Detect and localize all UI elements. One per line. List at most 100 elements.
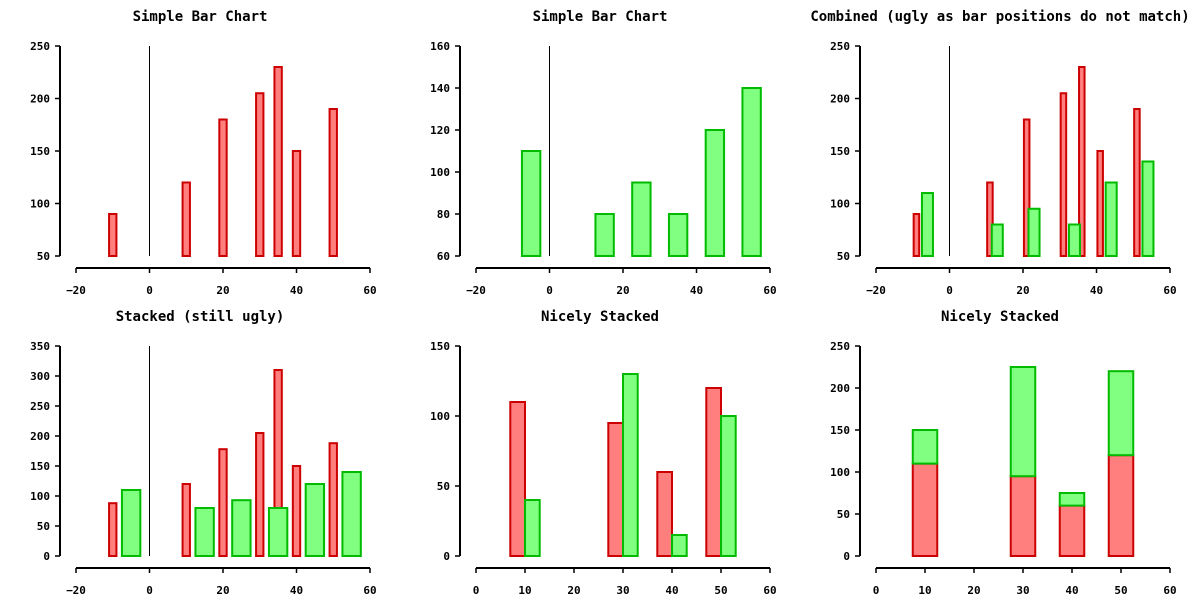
bar-green (231, 499, 252, 557)
x-tick-label: 30 (1016, 584, 1029, 597)
x-tick-label: 10 (518, 584, 531, 597)
bar-green (911, 429, 939, 465)
y-tick-label: 100 (430, 166, 450, 179)
x-tick-label: 60 (763, 284, 776, 297)
y-tick-label: 140 (430, 82, 450, 95)
bar-red (1078, 66, 1086, 257)
y-tick-label: 0 (43, 550, 50, 563)
x-tick-label: 20 (216, 584, 229, 597)
bar-red (986, 181, 994, 257)
bar-red (108, 502, 118, 557)
chart-title: Simple Bar Chart (533, 9, 668, 25)
bar-green (194, 507, 215, 557)
bar-red (912, 213, 921, 257)
chart-title: Simple Bar Chart (133, 9, 268, 25)
bar-red (509, 401, 527, 557)
bar-green (120, 489, 142, 557)
y-tick-label: 150 (30, 145, 50, 158)
x-tick-label: 40 (290, 284, 303, 297)
x-tick-label: 0 (473, 584, 480, 597)
y-tick-label: 60 (437, 250, 450, 263)
bar-green (720, 415, 737, 557)
chart-title: Nicely Stacked (541, 309, 659, 325)
bar-red (328, 442, 338, 557)
bar-red (273, 66, 283, 257)
panel-4: Stacked (still ugly)05010015020025030035… (30, 309, 377, 597)
y-tick-label: 100 (830, 198, 850, 211)
y-tick-label: 100 (30, 198, 50, 211)
x-tick-label: 0 (873, 584, 880, 597)
x-tick-label: 50 (714, 584, 727, 597)
y-tick-label: 150 (430, 340, 450, 353)
bar-red (656, 471, 673, 557)
bar-green (267, 507, 289, 557)
bar-red (218, 448, 228, 557)
chart-title: Combined (ugly as bar positions do not m… (810, 9, 1189, 25)
bar-red (1133, 108, 1141, 257)
panel-6: Nicely Stacked 0 50 100 150 200 250 0 10 20 30 40 50… (830, 309, 1177, 597)
panel-5: Nicely Stacked 0 50 100 150 0 10 20 30 40 50 60 (430, 309, 777, 597)
bar-red (1022, 118, 1031, 257)
x-tick-label: 60 (363, 584, 376, 597)
bar-red (1009, 475, 1037, 557)
y-tick-label: 200 (30, 93, 50, 106)
y-tick-label: 200 (830, 382, 850, 395)
bar-red (255, 432, 265, 557)
x-tick-label: 40 (1065, 584, 1078, 597)
bar-red (255, 92, 265, 257)
bar-red (1058, 504, 1086, 558)
y-tick-label: 150 (830, 424, 850, 437)
panel-1: Simple Bar Chart 50 100 150 200 250 −20 0 20 40 60 (30, 9, 377, 297)
y-tick-label: 50 (37, 520, 50, 533)
bar-green (1058, 492, 1086, 507)
y-tick-label: 0 (443, 550, 450, 563)
bar-red (328, 108, 338, 257)
x-tick-label: −20 (66, 584, 86, 597)
y-tick-label: 50 (837, 508, 850, 521)
bar-green (704, 129, 726, 257)
bar-green (1107, 370, 1135, 457)
y-tick-label: 350 (30, 340, 50, 353)
panel-2: Simple Bar Chart 60 80 100 120 140 160 −20 0 20 40… (430, 9, 777, 297)
x-tick-label: 60 (1163, 284, 1176, 297)
bar-red (911, 462, 939, 558)
y-tick-label: 50 (837, 250, 850, 263)
x-tick-label: 60 (763, 584, 776, 597)
x-tick-label: 0 (946, 284, 953, 297)
y-tick-label: 100 (430, 410, 450, 423)
y-tick-label: 150 (830, 145, 850, 158)
x-tick-label: 0 (146, 284, 153, 297)
bar-red (705, 387, 722, 557)
bar-red (1107, 454, 1135, 557)
x-tick-label: 40 (690, 284, 703, 297)
x-tick-label: 20 (567, 584, 580, 597)
y-tick-label: 50 (37, 250, 50, 263)
x-tick-label: −20 (466, 284, 486, 297)
y-tick-label: 50 (437, 480, 450, 493)
bar-green (1027, 207, 1041, 257)
bar-green (622, 373, 639, 557)
y-tick-label: 80 (437, 208, 450, 221)
y-tick-label: 200 (30, 430, 50, 443)
bar-red (181, 181, 191, 257)
x-tick-label: 60 (363, 284, 376, 297)
bar-green (1141, 160, 1155, 257)
bar-red (181, 483, 191, 557)
y-tick-label: 160 (430, 40, 450, 53)
y-tick-label: 250 (830, 340, 850, 353)
bar-green (1104, 181, 1118, 257)
x-tick-label: 60 (1163, 584, 1176, 597)
x-tick-label: 20 (616, 284, 629, 297)
bar-green (990, 223, 1004, 257)
bar-green (741, 87, 762, 257)
y-tick-label: 300 (30, 370, 50, 383)
y-tick-label: 120 (430, 124, 450, 137)
bar-green (524, 499, 541, 557)
bar-red (1059, 92, 1068, 257)
bar-green (667, 213, 689, 257)
x-tick-label: 10 (918, 584, 931, 597)
chart-title: Stacked (still ugly) (116, 309, 285, 325)
x-tick-label: 40 (290, 584, 303, 597)
